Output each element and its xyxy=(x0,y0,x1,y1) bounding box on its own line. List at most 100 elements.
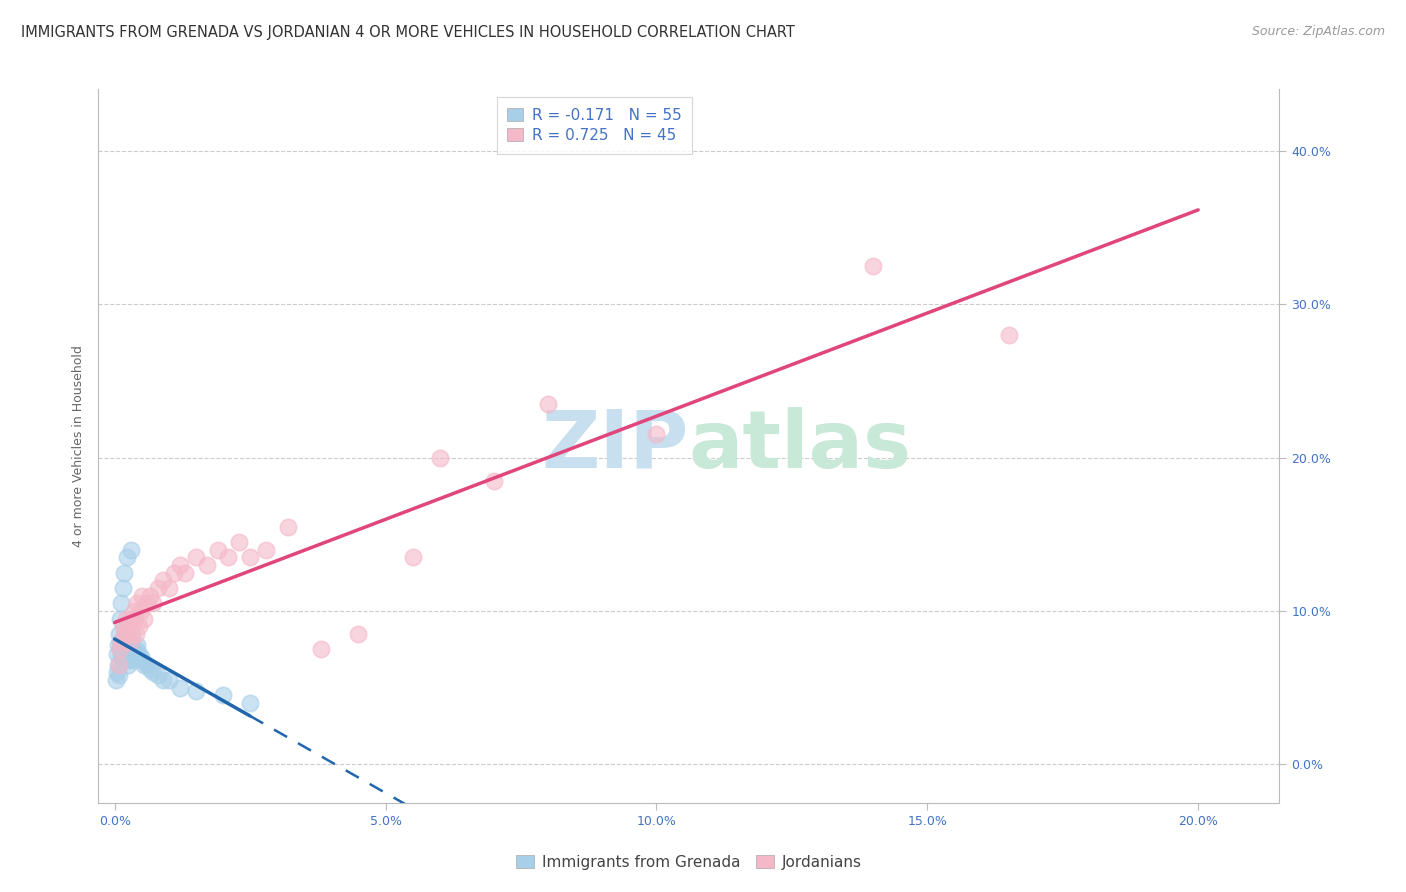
Point xyxy=(228,535,250,549)
Point xyxy=(108,657,131,672)
Point xyxy=(108,642,131,657)
Point xyxy=(125,642,148,657)
Text: Source: ZipAtlas.com: Source: ZipAtlas.com xyxy=(1251,25,1385,38)
Point xyxy=(115,550,138,565)
Point xyxy=(163,566,186,580)
Point xyxy=(207,542,229,557)
Point xyxy=(429,450,451,465)
Point xyxy=(157,581,180,595)
Point xyxy=(112,642,135,657)
Point xyxy=(107,638,129,652)
Point xyxy=(184,550,207,565)
Point xyxy=(110,650,132,665)
Point xyxy=(125,627,148,641)
Point xyxy=(120,634,142,648)
Point xyxy=(239,550,262,565)
Point xyxy=(110,638,132,652)
Point xyxy=(111,632,134,646)
Point xyxy=(157,673,180,687)
Point xyxy=(152,673,174,687)
Point xyxy=(212,689,235,703)
Point xyxy=(110,634,132,648)
Point xyxy=(120,542,142,557)
Point xyxy=(108,634,131,648)
Point xyxy=(136,657,159,672)
Point xyxy=(152,574,174,588)
Point xyxy=(174,566,197,580)
Point xyxy=(117,657,139,672)
Point xyxy=(124,647,146,661)
Point xyxy=(111,619,134,633)
Point xyxy=(110,596,132,610)
Point xyxy=(114,647,136,661)
Point xyxy=(142,596,165,610)
Point xyxy=(124,612,146,626)
Point xyxy=(118,647,141,661)
Point xyxy=(139,589,162,603)
Point xyxy=(254,542,277,557)
Point xyxy=(997,327,1019,342)
Point xyxy=(115,627,138,641)
Point xyxy=(115,638,138,652)
Point xyxy=(142,665,165,680)
Point xyxy=(120,642,142,657)
Point xyxy=(645,427,668,442)
Point xyxy=(131,653,153,667)
Point xyxy=(115,650,138,665)
Point xyxy=(146,668,169,682)
Point xyxy=(128,619,150,633)
Point xyxy=(108,668,131,682)
Point xyxy=(105,647,128,661)
Point xyxy=(111,647,134,661)
Text: ZIP: ZIP xyxy=(541,407,689,485)
Point xyxy=(105,673,128,687)
Point xyxy=(127,638,149,652)
Point xyxy=(121,627,143,641)
Point xyxy=(105,665,128,680)
Point xyxy=(128,647,150,661)
Text: IMMIGRANTS FROM GRENADA VS JORDANIAN 4 OR MORE VEHICLES IN HOUSEHOLD CORRELATION: IMMIGRANTS FROM GRENADA VS JORDANIAN 4 O… xyxy=(21,25,794,40)
Point xyxy=(122,604,145,618)
Point xyxy=(120,612,142,626)
Point xyxy=(118,634,141,648)
Point xyxy=(134,657,156,672)
Point xyxy=(169,681,191,695)
Point xyxy=(239,696,262,710)
Point xyxy=(217,550,239,565)
Point xyxy=(111,581,134,595)
Point xyxy=(184,683,207,698)
Point xyxy=(118,653,141,667)
Point xyxy=(136,596,159,610)
Point xyxy=(131,589,153,603)
Point xyxy=(401,550,423,565)
Point xyxy=(108,627,131,641)
Point xyxy=(169,558,191,572)
Point xyxy=(139,662,162,676)
Point xyxy=(129,650,152,665)
Point xyxy=(862,259,884,273)
Point xyxy=(118,642,141,657)
Point xyxy=(117,647,139,661)
Point xyxy=(115,642,138,657)
Point xyxy=(112,566,135,580)
Point xyxy=(112,650,135,665)
Point xyxy=(114,653,136,667)
Point xyxy=(117,619,139,633)
Legend: Immigrants from Grenada, Jordanians: Immigrants from Grenada, Jordanians xyxy=(509,847,869,877)
Point xyxy=(107,657,129,672)
Point xyxy=(127,596,149,610)
Point xyxy=(108,642,131,657)
Point xyxy=(122,650,145,665)
Point xyxy=(195,558,218,572)
Point xyxy=(482,474,505,488)
Text: atlas: atlas xyxy=(689,407,912,485)
Point xyxy=(134,612,156,626)
Point xyxy=(347,627,370,641)
Point xyxy=(309,642,332,657)
Point xyxy=(537,397,560,411)
Point xyxy=(121,642,143,657)
Point xyxy=(114,612,136,626)
Point xyxy=(129,604,152,618)
Point xyxy=(122,653,145,667)
Point xyxy=(108,612,131,626)
